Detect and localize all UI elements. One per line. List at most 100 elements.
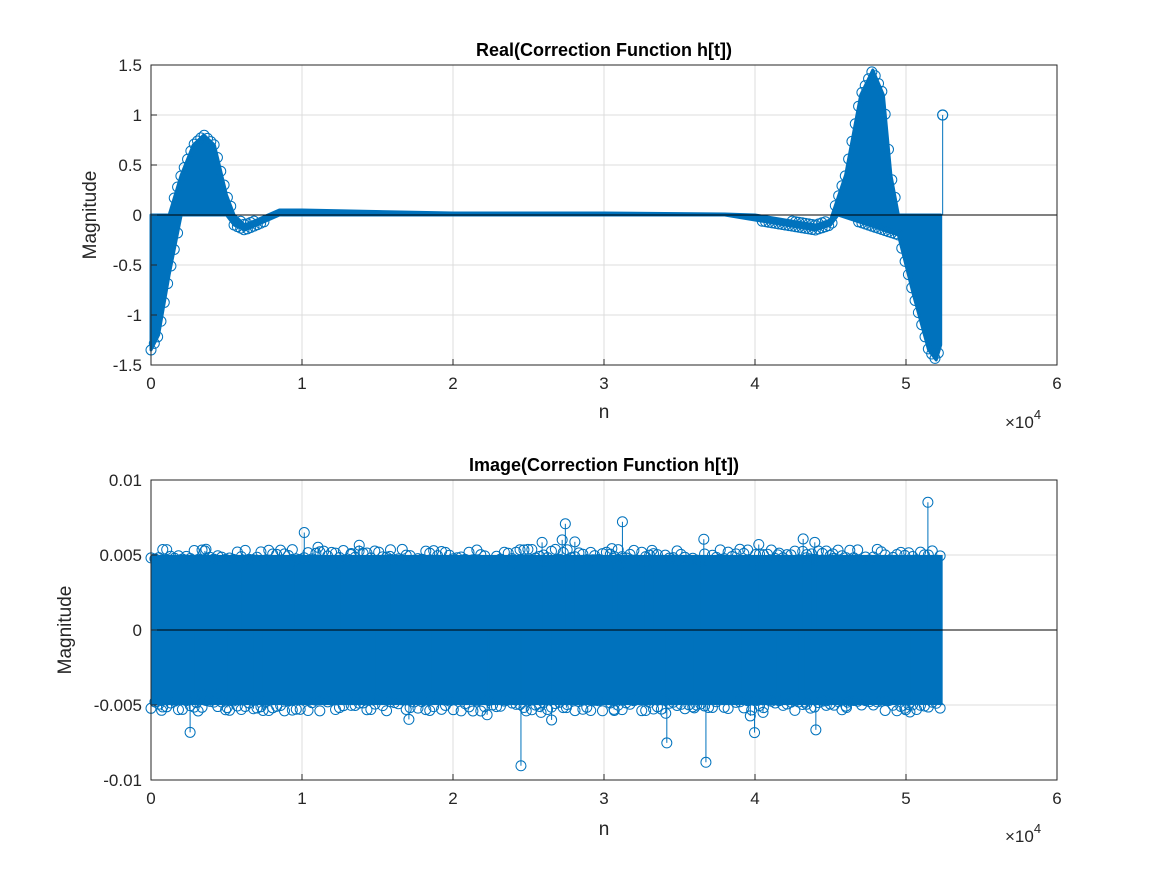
stem-marker	[198, 129, 210, 141]
stem-marker	[553, 553, 565, 565]
stem-marker	[192, 135, 204, 147]
stem-marker	[556, 534, 568, 546]
stem-marker	[392, 698, 404, 710]
y-tick-label: -0.01	[103, 771, 142, 790]
stem-marker	[201, 132, 213, 144]
x-tick-label: 6	[1052, 789, 1061, 808]
y-tick-label: 1.5	[118, 56, 142, 75]
stem-marker	[420, 704, 432, 716]
x-tick-label: 4	[750, 374, 759, 393]
stem-marker	[546, 714, 558, 726]
stem-marker	[852, 695, 864, 707]
stem-marker	[235, 551, 247, 563]
stem-marker	[569, 536, 581, 548]
y-tick-label: 0.005	[99, 546, 142, 565]
stem-marker	[754, 561, 766, 573]
stem-marker	[286, 544, 298, 556]
stem-marker	[785, 549, 797, 561]
stem-marker	[165, 260, 177, 272]
stem-marker	[400, 549, 412, 561]
stem-marker	[172, 550, 184, 562]
stem-marker	[384, 544, 396, 556]
stem-marker	[833, 190, 845, 202]
stem-marker	[624, 698, 636, 710]
y-tick-label: 0.5	[118, 156, 142, 175]
stem-marker	[333, 551, 345, 563]
stem-marker	[487, 555, 499, 567]
stem-marker	[432, 550, 444, 562]
stem-marker	[934, 702, 946, 714]
plot-area-imag	[145, 496, 1057, 772]
stem-marker	[506, 553, 518, 565]
stem-marker	[384, 696, 396, 708]
stem-marker	[691, 699, 703, 711]
stem-marker	[534, 700, 546, 712]
stem-marker	[282, 695, 294, 707]
stem-marker	[408, 696, 420, 708]
stem-marker	[698, 533, 710, 545]
stem-marker	[353, 697, 365, 709]
stem-marker	[357, 697, 369, 709]
stem-marker	[667, 552, 679, 564]
stem-marker	[589, 550, 601, 562]
stem-marker	[443, 549, 455, 561]
y-tick-label: -1.5	[113, 356, 142, 375]
stem-marker	[188, 701, 200, 713]
stem-marker	[152, 331, 164, 343]
axes-imag: Image(Correction Function h[t]) 0 1 2 3 4 5 60…	[55, 455, 1062, 846]
y-tick-label: -1	[127, 306, 142, 325]
stem-marker	[859, 80, 871, 92]
stem-marker	[651, 549, 663, 561]
stem-marker	[298, 693, 310, 705]
x-tick-label: 3	[599, 374, 608, 393]
stem-marker	[310, 694, 322, 706]
y-tick-label: 1	[133, 106, 142, 125]
stem-marker	[934, 550, 946, 562]
stem-marker	[875, 695, 887, 707]
stem-marker	[744, 710, 756, 722]
stem-marker	[853, 100, 865, 112]
stem-marker	[706, 701, 718, 713]
stem-marker	[871, 696, 883, 708]
stem-marker	[816, 695, 828, 707]
stem-marker	[467, 554, 479, 566]
stem-marker	[196, 701, 208, 713]
stem-marker	[823, 220, 835, 232]
stem-marker	[225, 200, 237, 212]
stem-marker	[876, 85, 888, 97]
stem-marker	[502, 547, 514, 559]
stem-marker	[875, 546, 887, 558]
stem-marker	[345, 699, 357, 711]
stem-marker	[675, 698, 687, 710]
stem-marker	[832, 544, 844, 556]
stem-marker	[259, 554, 271, 566]
stem-marker	[211, 152, 223, 163]
stem-marker	[341, 553, 353, 565]
stem-marker	[192, 554, 204, 566]
x-exponent-base-real: ×10	[1005, 413, 1034, 432]
stem-marker	[475, 549, 487, 561]
stem-marker	[659, 549, 671, 561]
stem-marker	[844, 695, 856, 707]
stem-marker	[738, 547, 750, 559]
stem-marker	[632, 693, 644, 705]
stem-marker	[275, 544, 287, 556]
stem-marker	[852, 544, 864, 556]
stem-marker	[345, 547, 357, 559]
stem-marker	[432, 693, 444, 705]
stem-marker	[887, 551, 899, 563]
x-tick-label: 5	[901, 789, 910, 808]
stem-marker	[671, 545, 683, 557]
stem-marker	[899, 255, 911, 267]
stem-marker	[757, 706, 769, 718]
stem-marker	[829, 200, 841, 212]
stem-marker	[700, 756, 712, 768]
stem-marker	[396, 694, 408, 706]
stem-marker	[168, 244, 180, 255]
stem-marker	[412, 702, 424, 714]
chart-title-imag: Image(Correction Function h[t])	[469, 455, 739, 475]
stem-marker	[843, 153, 855, 165]
stem-marker	[184, 726, 196, 738]
stem-marker	[447, 553, 459, 565]
stem-marker	[271, 548, 283, 560]
